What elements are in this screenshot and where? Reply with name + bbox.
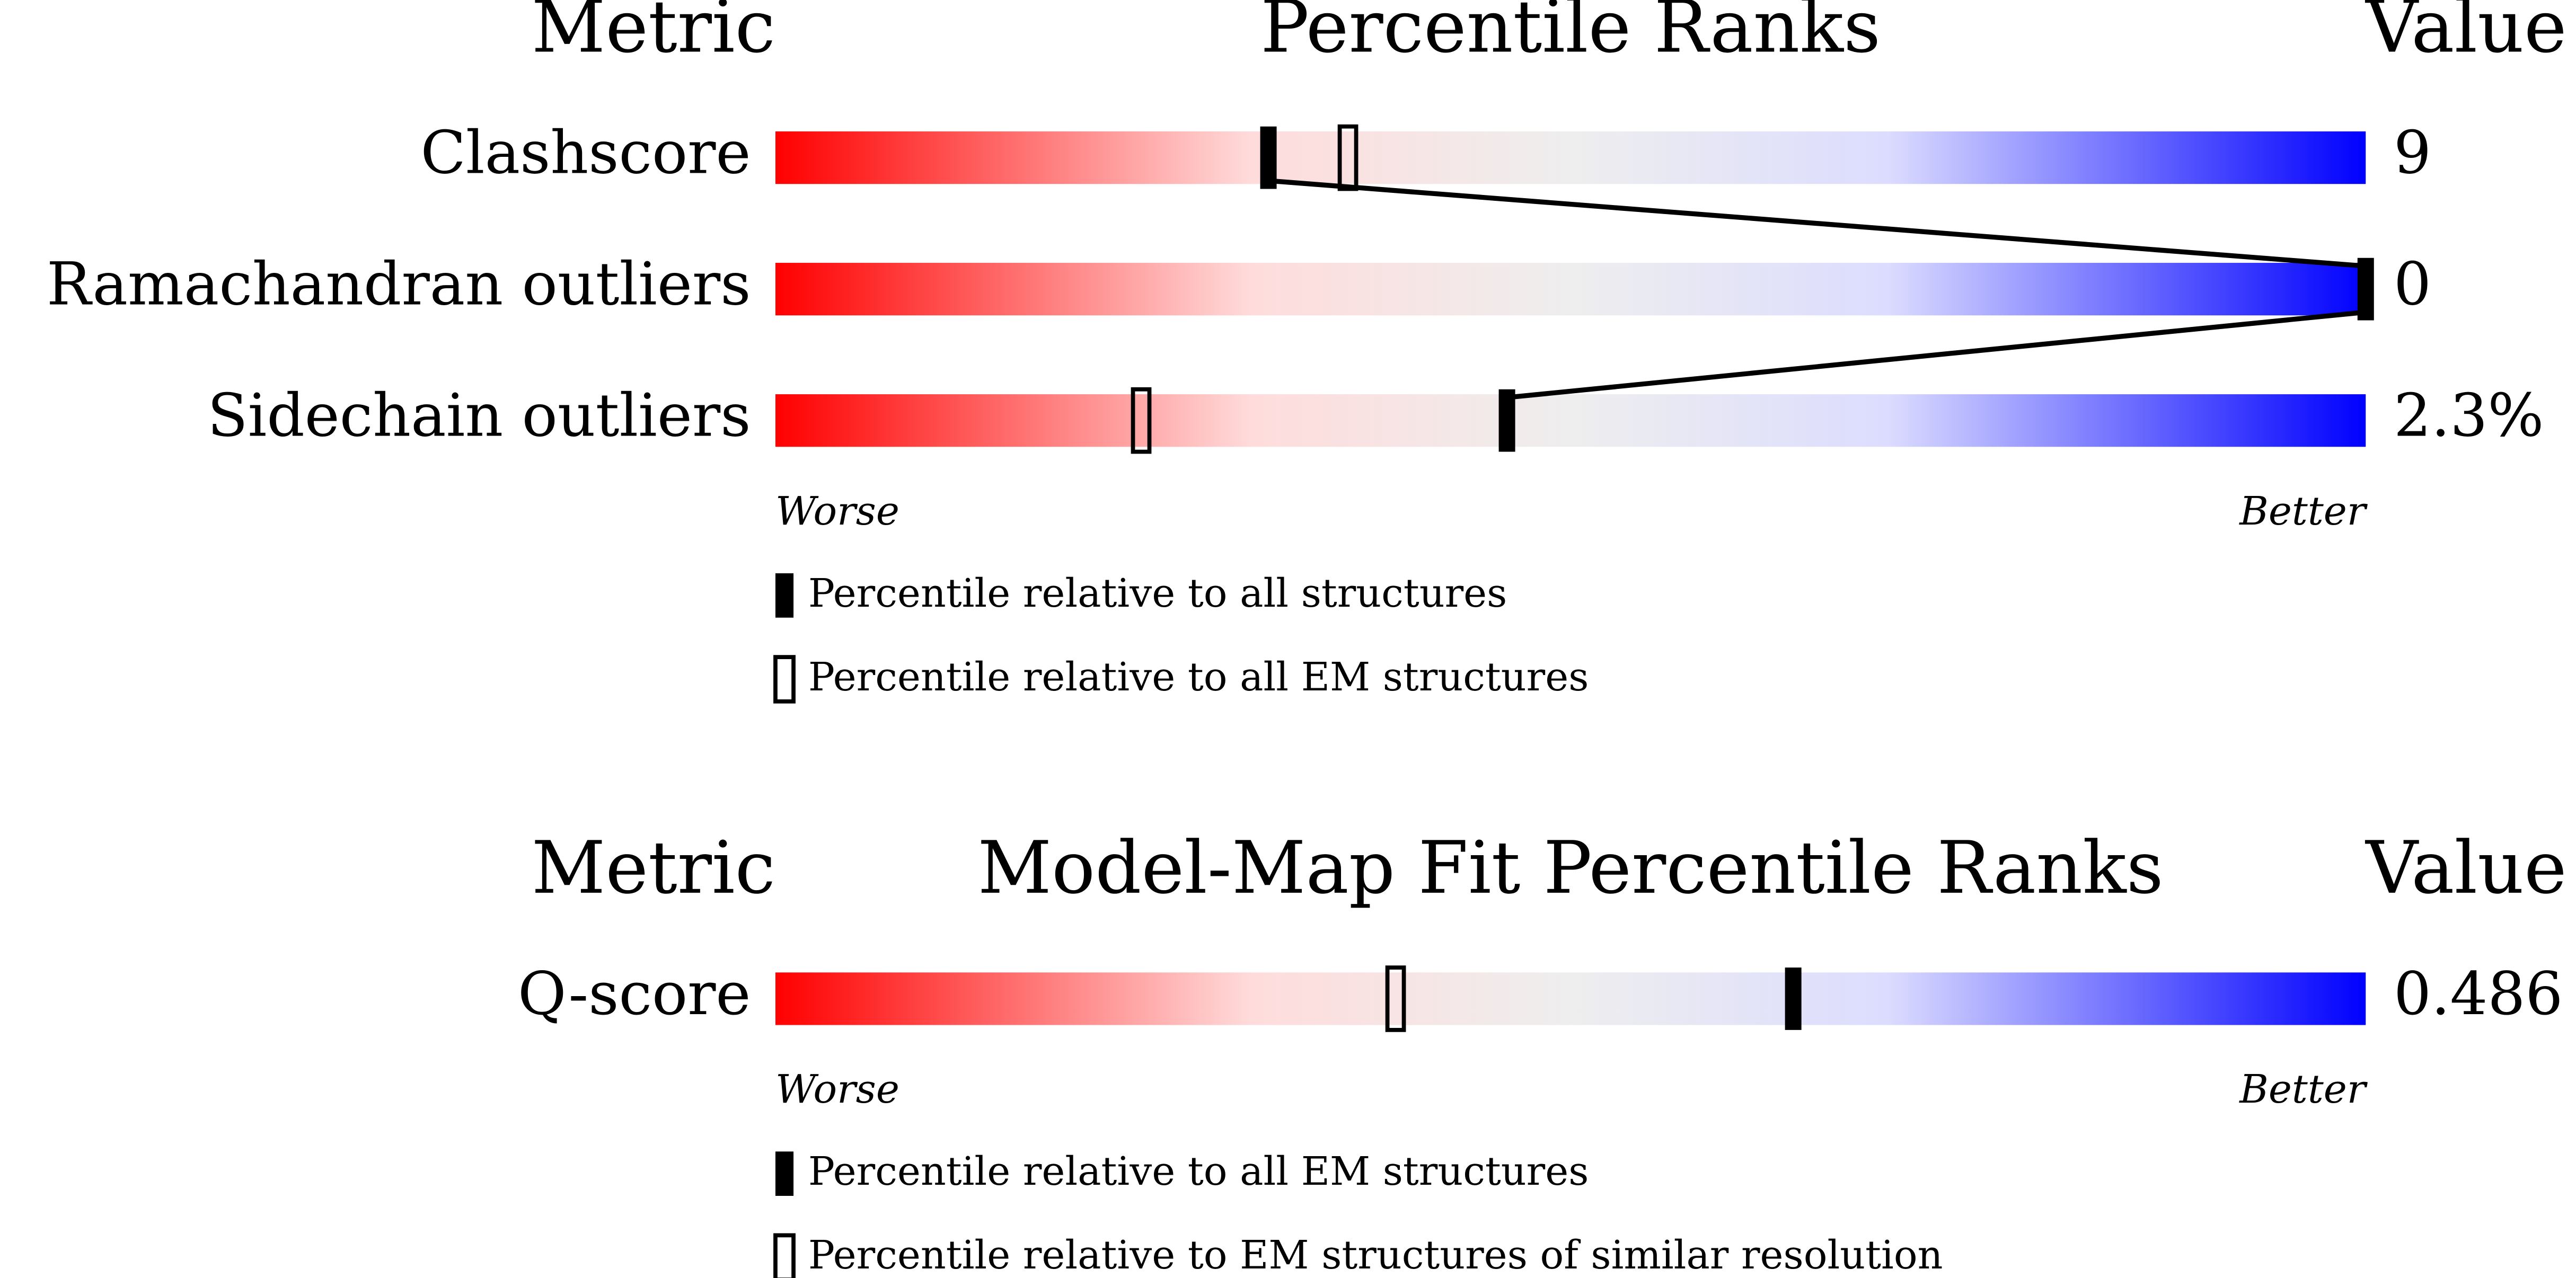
metric-value: 0.486 [2394, 960, 2563, 1028]
slider-bar [775, 972, 2366, 1025]
connector-line [1268, 178, 2366, 269]
legend-marker [775, 573, 794, 618]
metric-label: Clashscore [421, 119, 751, 188]
panel-title: Percentile Ranks [1260, 0, 1881, 69]
percentile-marker-open [1337, 124, 1358, 191]
value-header: Value [2365, 0, 2566, 69]
percentile-marker-filled [1498, 389, 1515, 452]
slider-bar [775, 263, 2366, 316]
connector-line [1506, 309, 2366, 400]
percentile-marker-open [1131, 387, 1152, 454]
legend-label: Percentile relative to all EM structures [808, 654, 1589, 700]
metric-value: 0 [2394, 250, 2431, 319]
better-label: Better [2238, 1066, 2368, 1112]
percentile-marker-filled [1785, 968, 1802, 1030]
legend-marker [773, 655, 796, 704]
metric-label: Ramachandran outliers [47, 250, 751, 319]
metric-label: Sidechain outliers [207, 381, 751, 450]
panel-title: Model-Map Fit Percentile Ranks [977, 826, 2163, 910]
slider-bar [775, 131, 2366, 184]
percentile-marker-open [1385, 965, 1406, 1032]
percentile-marker-filled [1260, 126, 1277, 189]
better-label: Better [2238, 488, 2368, 534]
legend-label: Percentile relative to all EM structures [808, 1148, 1589, 1194]
worse-label: Worse [775, 1066, 899, 1112]
metric-header: Metric [532, 0, 775, 69]
metric-value: 9 [2394, 119, 2431, 188]
slider-bar [775, 394, 2366, 447]
legend-marker [775, 1151, 794, 1196]
legend-label: Percentile relative to all structures [808, 570, 1507, 616]
metric-label: Q-score [518, 960, 751, 1028]
metric-value: 2.3% [2394, 381, 2544, 450]
worse-label: Worse [775, 488, 899, 534]
metric-header: Metric [532, 826, 775, 910]
legend-label: Percentile relative to EM structures of … [808, 1232, 1943, 1278]
percentile-marker-filled [2357, 258, 2374, 321]
value-header: Value [2365, 826, 2566, 910]
legend-marker [773, 1233, 796, 1278]
